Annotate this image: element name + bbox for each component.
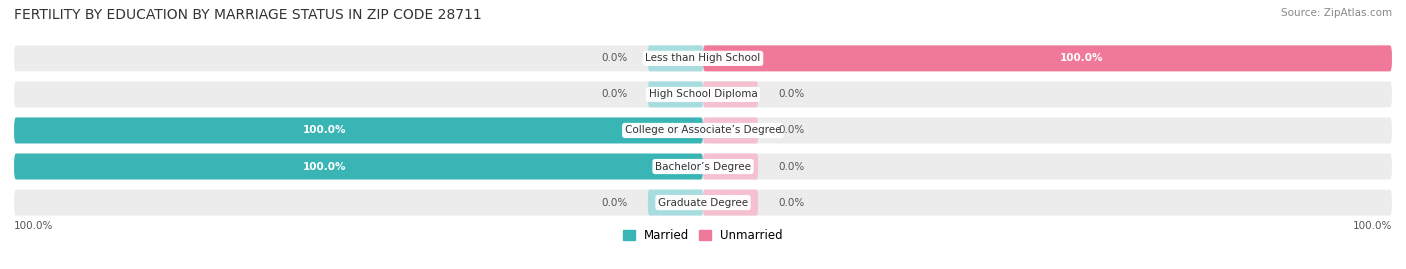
FancyBboxPatch shape — [14, 118, 703, 143]
Text: 100.0%: 100.0% — [1060, 53, 1104, 63]
FancyBboxPatch shape — [703, 190, 758, 215]
Text: 0.0%: 0.0% — [600, 89, 627, 100]
Text: 100.0%: 100.0% — [14, 221, 53, 231]
FancyBboxPatch shape — [14, 190, 1392, 215]
FancyBboxPatch shape — [703, 82, 758, 107]
Text: 0.0%: 0.0% — [779, 197, 806, 208]
Text: Graduate Degree: Graduate Degree — [658, 197, 748, 208]
Text: 0.0%: 0.0% — [600, 197, 627, 208]
Text: 100.0%: 100.0% — [1353, 221, 1392, 231]
Text: 0.0%: 0.0% — [779, 161, 806, 172]
FancyBboxPatch shape — [703, 45, 1392, 71]
Text: FERTILITY BY EDUCATION BY MARRIAGE STATUS IN ZIP CODE 28711: FERTILITY BY EDUCATION BY MARRIAGE STATU… — [14, 8, 482, 22]
Text: Source: ZipAtlas.com: Source: ZipAtlas.com — [1281, 8, 1392, 18]
FancyBboxPatch shape — [14, 118, 1392, 143]
FancyBboxPatch shape — [14, 82, 1392, 107]
Text: 0.0%: 0.0% — [600, 53, 627, 63]
FancyBboxPatch shape — [648, 190, 703, 215]
FancyBboxPatch shape — [14, 154, 703, 179]
Text: Bachelor’s Degree: Bachelor’s Degree — [655, 161, 751, 172]
FancyBboxPatch shape — [14, 154, 1392, 179]
Text: College or Associate’s Degree: College or Associate’s Degree — [624, 125, 782, 136]
FancyBboxPatch shape — [703, 154, 758, 179]
Text: 100.0%: 100.0% — [302, 161, 346, 172]
Text: 100.0%: 100.0% — [302, 125, 346, 136]
FancyBboxPatch shape — [703, 118, 758, 143]
FancyBboxPatch shape — [14, 45, 1392, 71]
Text: 0.0%: 0.0% — [779, 89, 806, 100]
Text: 0.0%: 0.0% — [779, 125, 806, 136]
Text: High School Diploma: High School Diploma — [648, 89, 758, 100]
FancyBboxPatch shape — [648, 45, 703, 71]
Text: Less than High School: Less than High School — [645, 53, 761, 63]
FancyBboxPatch shape — [648, 82, 703, 107]
Legend: Married, Unmarried: Married, Unmarried — [619, 225, 787, 247]
